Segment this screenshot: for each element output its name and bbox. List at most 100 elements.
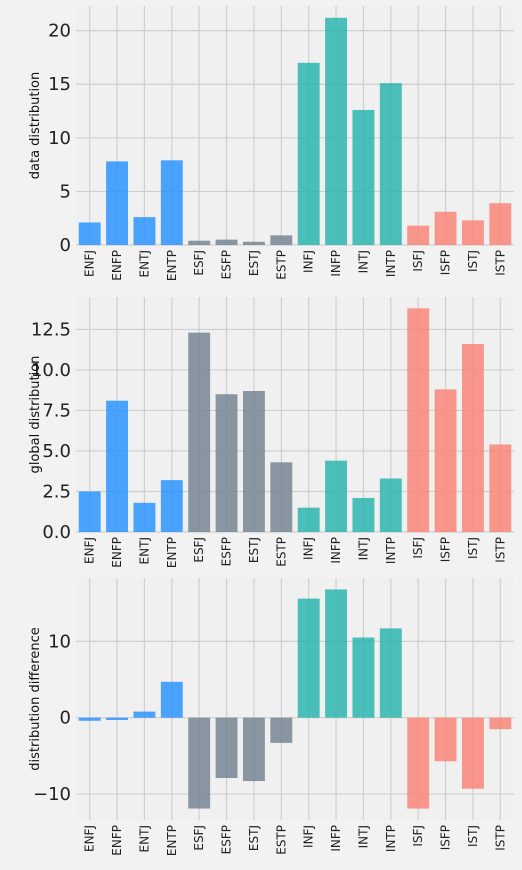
y-tick-label: −10 bbox=[33, 784, 71, 805]
bar-entj bbox=[133, 502, 156, 532]
bar-istp bbox=[489, 717, 512, 730]
y-tick-label: 0 bbox=[60, 708, 71, 729]
bar-entj bbox=[133, 711, 156, 718]
x-tick-label: ENTP bbox=[165, 825, 179, 856]
bar-isfj bbox=[407, 717, 430, 809]
bar-esfj bbox=[188, 240, 211, 245]
x-tick-label: ESTP bbox=[274, 825, 288, 855]
x-tick-label: ENTJ bbox=[137, 537, 151, 564]
panel-distribution-difference: −10 0 10 ENFJ ENFP ENTJ ENTP ESFJ ESFP ESTJ ESTP IN… bbox=[28, 578, 514, 856]
x-tick-label: ESTJ bbox=[247, 825, 261, 851]
x-tick-label: ENFP bbox=[110, 825, 124, 856]
bar-intj bbox=[352, 497, 375, 532]
bar-enfj bbox=[78, 491, 101, 532]
x-tick-label: ESFP bbox=[220, 250, 234, 279]
x-tick-label: ISFJ bbox=[411, 250, 425, 272]
x-tick-label: ESFP bbox=[220, 537, 234, 566]
bar-enfp bbox=[106, 717, 129, 720]
y-axis-label: global distribution bbox=[28, 356, 43, 474]
x-tick-label: ISTP bbox=[493, 537, 507, 563]
bar-enfj bbox=[78, 222, 101, 245]
x-tick-label: INFJ bbox=[302, 825, 316, 848]
bar-esfp bbox=[215, 717, 238, 779]
bar-estj bbox=[242, 241, 265, 245]
y-tick-label: 0.0 bbox=[42, 522, 71, 543]
x-tick-label: ISFP bbox=[439, 250, 453, 275]
y-tick-label: 10.0 bbox=[31, 360, 71, 381]
x-tick-label: ESFJ bbox=[192, 537, 206, 563]
x-tick-label: ENTJ bbox=[137, 825, 151, 852]
bar-estj bbox=[242, 717, 265, 782]
x-tick-label: INFJ bbox=[302, 250, 316, 273]
x-tick-label: ENFP bbox=[110, 537, 124, 568]
bar-esfp bbox=[215, 239, 238, 245]
x-tick-label: ESFJ bbox=[192, 825, 206, 851]
x-tick-label: ENTJ bbox=[137, 250, 151, 277]
y-tick-label: 10 bbox=[48, 128, 71, 149]
bar-istj bbox=[461, 220, 484, 245]
x-tick-label: ISFP bbox=[439, 825, 453, 850]
bar-entp bbox=[160, 681, 183, 718]
bar-esfp bbox=[215, 394, 238, 532]
bar-intj bbox=[352, 637, 375, 718]
bar-infp bbox=[325, 460, 348, 532]
x-tick-label: ESTP bbox=[274, 250, 288, 280]
bar-istj bbox=[461, 717, 484, 789]
x-tick-label: ESFJ bbox=[192, 250, 206, 276]
y-axis-label: distribution difference bbox=[28, 627, 43, 770]
x-tick-label: ENFJ bbox=[83, 825, 97, 852]
panel-data-distribution: 0 5 10 15 20 ENFJ ENFP ENTJ ENTP ESFJ ESFP ESTJ ESTP… bbox=[28, 6, 514, 281]
bar-intj bbox=[352, 109, 375, 245]
x-tick-label: ENFJ bbox=[83, 537, 97, 564]
x-tick-label: INTJ bbox=[356, 537, 370, 560]
x-tick-label: INTP bbox=[384, 825, 398, 852]
bar-esfj bbox=[188, 717, 211, 809]
bar-isfj bbox=[407, 225, 430, 245]
x-tick-label: ESTP bbox=[274, 537, 288, 567]
x-tick-label: INTP bbox=[384, 250, 398, 277]
bar-enfj bbox=[78, 717, 101, 721]
bar-isfp bbox=[434, 717, 457, 762]
bar-estp bbox=[270, 717, 293, 743]
y-tick-label: 5 bbox=[60, 181, 71, 202]
bar-infj bbox=[297, 507, 320, 532]
x-tick-label: ISTJ bbox=[466, 537, 480, 559]
y-tick-label: 10 bbox=[48, 631, 71, 652]
y-tick-label: 12.5 bbox=[31, 319, 71, 340]
x-tick-label: INTJ bbox=[356, 250, 370, 273]
x-tick-label: ISTJ bbox=[466, 825, 480, 847]
plot-area bbox=[76, 578, 514, 820]
x-tick-label: ENFJ bbox=[83, 250, 97, 277]
y-tick-label: 20 bbox=[48, 21, 71, 42]
bar-istp bbox=[489, 444, 512, 532]
x-tick-label: ISTP bbox=[493, 250, 507, 276]
y-tick-label: 15 bbox=[48, 74, 71, 95]
y-tick-label: 7.5 bbox=[42, 400, 71, 421]
bar-infj bbox=[297, 598, 320, 718]
x-tick-label: ENTP bbox=[165, 250, 179, 281]
panel-global-distribution: 0.0 2.5 5.0 7.5 10.0 12.5 ENFJ ENFP ENTJ ENTP ESFJ… bbox=[28, 297, 514, 568]
x-tick-label: ISFP bbox=[439, 537, 453, 562]
bar-entp bbox=[160, 160, 183, 245]
x-tick-label: ENTP bbox=[165, 537, 179, 568]
bar-entp bbox=[160, 480, 183, 532]
x-tick-label: INTJ bbox=[356, 825, 370, 848]
x-tick-label: ISTJ bbox=[466, 250, 480, 272]
x-tick-label: ESFP bbox=[220, 825, 234, 854]
y-axis-label: data distribution bbox=[28, 72, 43, 180]
x-tick-label: ISFJ bbox=[411, 537, 425, 559]
x-tick-label: INFP bbox=[329, 537, 343, 564]
x-tick-label: ISTP bbox=[493, 825, 507, 851]
bar-estj bbox=[242, 391, 265, 532]
bar-intp bbox=[379, 628, 402, 718]
bar-isfp bbox=[434, 211, 457, 245]
x-tick-label: ENFP bbox=[110, 250, 124, 281]
bar-infp bbox=[325, 17, 348, 245]
plot-area bbox=[76, 6, 514, 245]
x-tick-label: INFP bbox=[329, 825, 343, 852]
bar-intp bbox=[379, 478, 402, 532]
bar-estp bbox=[270, 235, 293, 245]
x-tick-label: ESTJ bbox=[247, 250, 261, 276]
bar-isfj bbox=[407, 308, 430, 532]
x-tick-label: ISFJ bbox=[411, 825, 425, 847]
